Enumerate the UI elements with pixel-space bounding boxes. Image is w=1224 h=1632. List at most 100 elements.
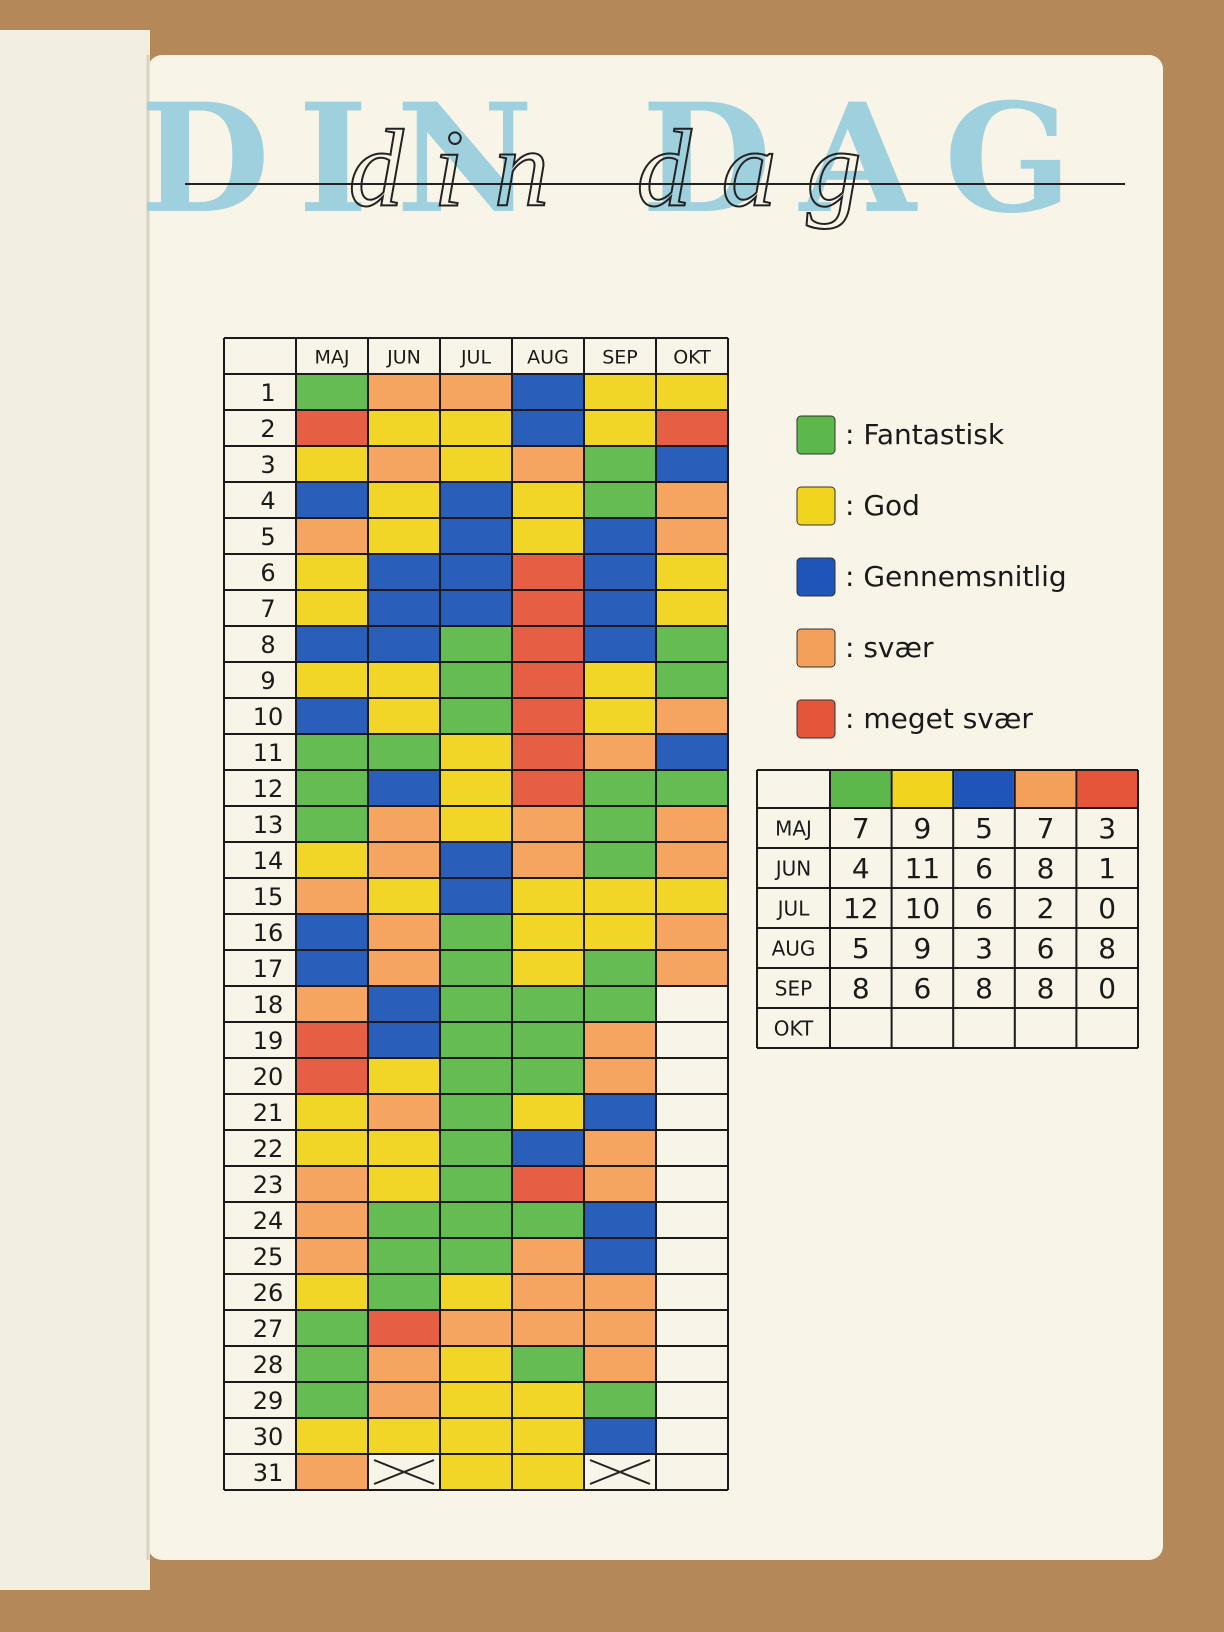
day-label: 26 — [253, 1279, 284, 1307]
mood-cell — [441, 771, 511, 805]
summary-count: 8 — [1037, 852, 1055, 885]
mood-cell — [513, 771, 583, 805]
mood-cell — [441, 591, 511, 625]
mood-cell — [585, 447, 655, 481]
summary-color — [1015, 771, 1076, 807]
mood-cell — [513, 555, 583, 589]
day-label: 10 — [253, 703, 284, 731]
mood-cell — [297, 663, 367, 697]
mood-cell — [369, 1023, 439, 1057]
mood-cell — [369, 951, 439, 985]
summary-count: 8 — [1037, 972, 1055, 1005]
mood-cell — [513, 807, 583, 841]
mood-cell — [297, 1095, 367, 1129]
mood-cell — [297, 1347, 367, 1381]
mood-cell — [441, 1275, 511, 1309]
mood-cell — [369, 879, 439, 913]
mood-cell — [297, 807, 367, 841]
mood-cell — [441, 1383, 511, 1417]
day-label: 23 — [253, 1171, 284, 1199]
mood-cell — [585, 1311, 655, 1345]
summary-count: 8 — [1098, 932, 1116, 965]
summary-color — [892, 771, 953, 807]
mood-cell — [585, 879, 655, 913]
day-label: 2 — [260, 415, 275, 443]
mood-cell — [441, 519, 511, 553]
mood-cell — [441, 1203, 511, 1237]
mood-cell — [369, 1311, 439, 1345]
mood-cell — [297, 447, 367, 481]
day-label: 20 — [253, 1063, 284, 1091]
mood-cell — [369, 1239, 439, 1273]
summary-color — [954, 771, 1014, 807]
mood-cell — [513, 1167, 583, 1201]
mood-cell — [297, 771, 367, 805]
summary-month: MAJ — [775, 817, 812, 841]
month-header: JUN — [386, 347, 421, 369]
mood-cell — [441, 1095, 511, 1129]
mood-cell — [297, 951, 367, 985]
mood-cell — [369, 627, 439, 661]
mood-cell — [441, 1131, 511, 1165]
mood-cell — [441, 375, 511, 409]
mood-cell — [297, 1311, 367, 1345]
mood-cell — [657, 807, 727, 841]
mood-cell — [369, 591, 439, 625]
day-label: 5 — [260, 523, 275, 551]
mood-cell — [585, 1383, 655, 1417]
legend-swatch — [796, 699, 836, 739]
mood-cell — [441, 987, 511, 1021]
legend-swatch — [796, 486, 836, 526]
mood-cell — [657, 915, 727, 949]
mood-cell — [585, 375, 655, 409]
day-label: 9 — [260, 667, 275, 695]
legend-label: : God — [845, 489, 920, 522]
mood-cell — [369, 1167, 439, 1201]
mood-cell — [585, 771, 655, 805]
mood-cell — [657, 375, 727, 409]
mood-cell — [513, 951, 583, 985]
day-label: 7 — [260, 595, 275, 623]
day-label: 3 — [260, 451, 275, 479]
summary-count: 3 — [1098, 812, 1116, 845]
summary-count: 12 — [843, 892, 879, 925]
mood-cell — [297, 375, 367, 409]
mood-cell — [585, 519, 655, 553]
mood-cell — [585, 699, 655, 733]
mood-cell — [585, 1419, 655, 1453]
summary-count: 7 — [852, 812, 870, 845]
mood-cell — [657, 951, 727, 985]
summary-count: 3 — [975, 932, 993, 965]
summary-count: 5 — [975, 812, 993, 845]
summary-count: 0 — [1098, 892, 1116, 925]
mood-cell — [657, 483, 727, 517]
summary-count: 11 — [905, 852, 941, 885]
mood-cell — [441, 555, 511, 589]
month-header: JUL — [460, 347, 492, 369]
mood-cell — [657, 699, 727, 733]
summary-count: 8 — [852, 972, 870, 1005]
mood-cell — [297, 1275, 367, 1309]
mood-cell — [513, 843, 583, 877]
mood-cell — [585, 915, 655, 949]
summary-count: 4 — [852, 852, 870, 885]
summary-count: 9 — [913, 812, 931, 845]
legend-swatch — [796, 415, 836, 455]
mood-cell — [513, 1203, 583, 1237]
mood-cell — [585, 1347, 655, 1381]
mood-cell — [441, 447, 511, 481]
mood-cell — [441, 411, 511, 445]
mood-cell — [585, 411, 655, 445]
mood-cell — [297, 735, 367, 769]
mood-cell — [585, 735, 655, 769]
mood-cell — [441, 1239, 511, 1273]
day-label: 21 — [253, 1099, 284, 1127]
day-label: 24 — [253, 1207, 284, 1235]
summary-color — [1077, 771, 1137, 807]
mood-cell — [441, 1023, 511, 1057]
mood-cell — [369, 1347, 439, 1381]
mood-cell — [369, 1275, 439, 1309]
mood-cell — [441, 1167, 511, 1201]
mood-cell — [513, 1023, 583, 1057]
